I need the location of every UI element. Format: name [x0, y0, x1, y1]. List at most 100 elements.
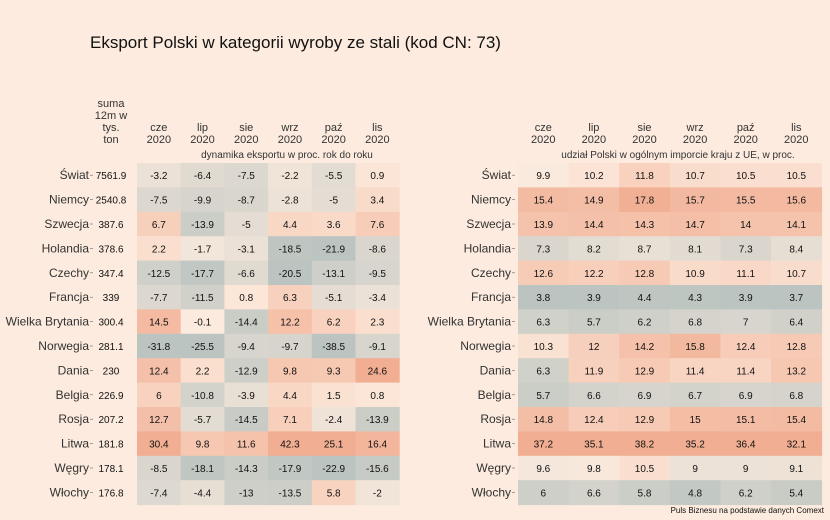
heatmap-cell	[311, 358, 356, 384]
cell-value: 12.8	[635, 269, 655, 280]
cell-value: 6.7	[688, 391, 702, 402]
heatmap-cell	[355, 333, 400, 359]
cell-value: 14.3	[635, 220, 655, 231]
cell-value: -2.4	[325, 415, 343, 426]
heatmap-cell	[568, 260, 620, 286]
cell-value: 3.9	[587, 293, 601, 304]
cell-value: 9.6	[536, 464, 550, 475]
heatmap-cell	[224, 285, 269, 310]
heatmap-cell	[355, 211, 400, 237]
cell-value: -17.9	[279, 464, 302, 475]
cell-value: -7.4	[150, 488, 168, 499]
cell-value: 6.6	[587, 488, 601, 499]
sum-value: 2540.8	[96, 196, 127, 207]
heatmap-cell	[224, 431, 269, 457]
heatmap-cell	[518, 431, 570, 457]
heatmap-cell	[137, 407, 182, 432]
heatmap-cell	[669, 358, 721, 384]
heatmap-cell	[771, 285, 823, 310]
heatmap-cell	[224, 333, 269, 359]
heatmap-cell	[268, 285, 313, 310]
heatmap-cell	[137, 260, 182, 286]
right-heatmap: cze2020lip2020sie2020wrz2020paź2020lis20…	[428, 122, 823, 506]
cell-value: -14.4	[235, 318, 258, 329]
cell-value: -38.5	[322, 342, 345, 353]
heatmap-cell	[669, 309, 721, 335]
cell-value: -9.7	[281, 342, 299, 353]
heatmap-cell	[180, 211, 225, 237]
source-note: Puls Biznesu na podstawie danych Comext	[671, 506, 825, 515]
row-label-wielka-brytania: Wielka Brytania	[428, 315, 512, 329]
heatmap-cell	[137, 431, 182, 457]
cell-value: 4.4	[283, 220, 297, 231]
row-label-czechy: Czechy	[49, 266, 89, 280]
heatmap-cell	[771, 382, 823, 408]
heatmap-cell	[771, 187, 823, 213]
heatmap-cell	[137, 333, 182, 359]
heatmap-cell	[180, 382, 225, 408]
row-label-niemcy: Niemcy	[49, 193, 89, 207]
heatmap-cell	[311, 480, 356, 506]
heatmap-cell	[669, 431, 721, 457]
sum-value: 181.8	[98, 440, 123, 451]
cell-value: 15.8	[685, 342, 705, 353]
cell-value: 6	[541, 488, 547, 499]
heatmap-cell	[180, 407, 225, 432]
heatmap-cell	[669, 407, 721, 432]
heatmap-cell	[619, 407, 671, 432]
cell-value: 35.1	[584, 440, 604, 451]
cell-value: 12.2	[280, 318, 300, 329]
cell-value: 1.5	[327, 391, 341, 402]
row-label-rosja: Rosja	[58, 412, 89, 426]
cell-value: 15.5	[736, 196, 756, 207]
heatmap-cell	[311, 382, 356, 408]
cell-value: -5	[242, 220, 251, 231]
cell-value: 3.9	[739, 293, 753, 304]
column-header: 2020	[632, 134, 656, 146]
cell-value: 10.7	[787, 269, 807, 280]
cell-value: 10.9	[685, 269, 705, 280]
cell-value: 14.8	[534, 415, 554, 426]
heatmap-cell	[518, 358, 570, 384]
heatmap-cell	[180, 358, 225, 384]
column-header: lis	[791, 122, 802, 134]
cell-value: 8.1	[688, 244, 702, 255]
cell-value: -4.4	[194, 488, 212, 499]
heatmap-cell	[669, 163, 721, 188]
cell-value: -13.9	[366, 415, 389, 426]
cell-value: -25.5	[191, 342, 214, 353]
cell-value: 9	[692, 464, 698, 475]
cell-value: 11.6	[237, 440, 256, 451]
column-header: wrz	[280, 122, 298, 134]
heatmap-cell	[137, 358, 182, 384]
cell-value: 7.6	[370, 220, 384, 231]
sum-value: 7561.9	[96, 171, 127, 182]
heatmap-cell	[669, 480, 721, 506]
heatmap-cell	[180, 187, 225, 213]
cell-value: -8.5	[150, 464, 168, 475]
cell-value: 35.2	[685, 440, 705, 451]
heatmap-cell	[771, 455, 823, 481]
cell-value: -14.5	[235, 415, 258, 426]
cell-value: 6.7	[152, 220, 166, 231]
heatmap-cell	[669, 187, 721, 213]
cell-value: -9.4	[238, 342, 256, 353]
heatmap-cell	[355, 187, 400, 213]
cell-value: 9.8	[196, 440, 210, 451]
cell-value: -31.8	[147, 342, 170, 353]
cell-value: -13.9	[191, 220, 214, 231]
cell-value: 36.4	[736, 440, 756, 451]
row-label-swiat: Świat	[60, 167, 90, 182]
cell-value: 10.5	[736, 171, 756, 182]
heatmap-cell	[268, 333, 313, 359]
cell-value: -3.1	[238, 244, 256, 255]
cell-value: -3.9	[238, 391, 256, 402]
cell-value: 3.4	[370, 196, 384, 207]
cell-value: -13.5	[279, 488, 302, 499]
cell-value: -8.7	[238, 196, 256, 207]
cell-value: 14.1	[787, 220, 807, 231]
heatmap-cell	[669, 333, 721, 359]
column-header: 2020	[147, 134, 171, 146]
cell-value: 4.4	[283, 391, 297, 402]
cell-value: 11.8	[635, 171, 654, 182]
